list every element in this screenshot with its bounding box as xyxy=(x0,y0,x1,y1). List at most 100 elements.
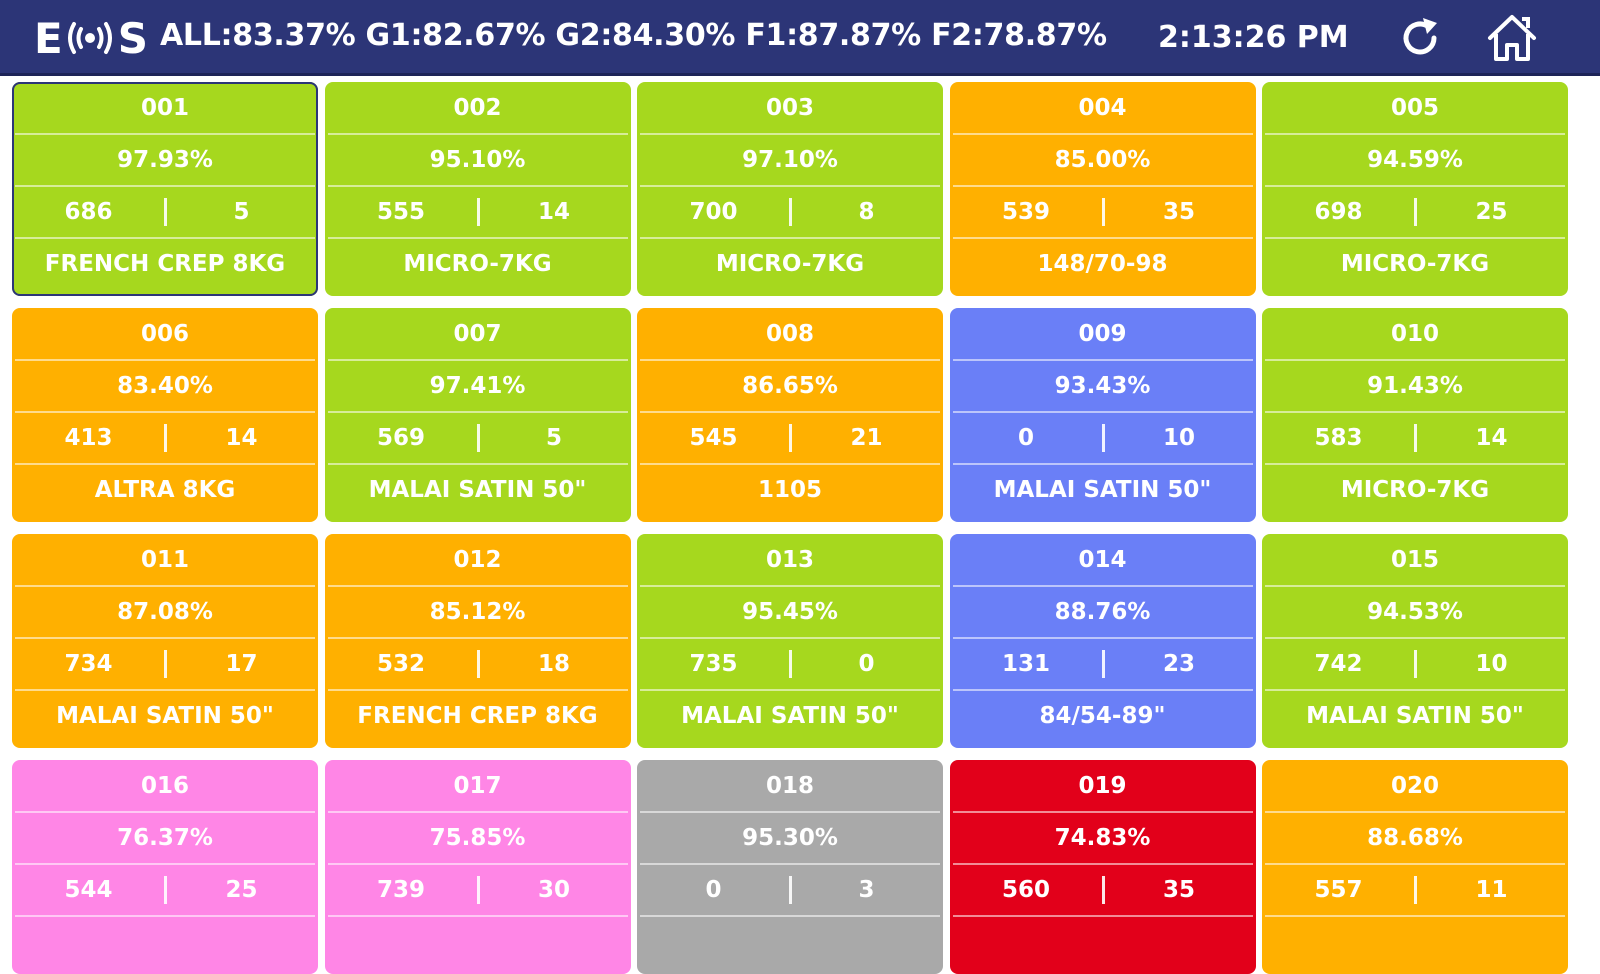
machine-product: MALAI SATIN 50" xyxy=(1306,703,1524,729)
count-separator xyxy=(1101,198,1105,226)
divider xyxy=(327,463,628,465)
machine-efficiency: 86.65% xyxy=(742,373,838,399)
machine-card-019[interactable]: 019 74.83% 560 35 xyxy=(949,760,1256,974)
machine-product xyxy=(12,916,318,968)
right-count: 35 xyxy=(1162,199,1195,225)
count-separator xyxy=(1101,876,1105,904)
machine-card-017[interactable]: 017 75.85% 739 30 xyxy=(324,760,631,974)
machine-card-010[interactable]: 010 91.43% 583 14 MICRO-7KG xyxy=(1262,308,1568,522)
divider xyxy=(327,359,628,361)
right-count: 3 xyxy=(858,877,875,903)
machine-id: 005 xyxy=(1390,95,1439,121)
divider xyxy=(15,863,315,865)
right-count: 23 xyxy=(1162,651,1195,677)
count-separator xyxy=(164,424,167,452)
machine-efficiency: 95.30% xyxy=(742,825,838,851)
divider xyxy=(952,133,1253,135)
machine-card-009[interactable]: 009 93.43% 0 10 MALAI SATIN 50" xyxy=(949,308,1256,522)
divider xyxy=(640,359,940,361)
count-separator xyxy=(476,424,480,452)
divider xyxy=(952,863,1253,865)
machine-card-002[interactable]: 002 95.10% 555 14 MICRO-7KG xyxy=(324,82,631,296)
divider xyxy=(15,585,315,587)
machine-product: 148/70-98 xyxy=(1037,251,1168,277)
machine-product: ALTRA 8KG xyxy=(94,477,236,503)
count-separator xyxy=(476,650,480,678)
divider xyxy=(327,411,628,413)
machine-efficiency: 97.93% xyxy=(117,147,213,173)
machine-product: 1105 xyxy=(757,477,822,503)
divider xyxy=(327,237,628,239)
refresh-button[interactable] xyxy=(1394,12,1446,64)
machine-card-003[interactable]: 003 97.10% 700 8 MICRO-7KG xyxy=(637,82,943,296)
machine-card-012[interactable]: 012 85.12% 532 18 FRENCH CREP 8KG xyxy=(324,534,631,748)
divider xyxy=(640,237,940,239)
divider xyxy=(640,133,940,135)
machine-card-014[interactable]: 014 88.76% 131 23 84/54-89" xyxy=(949,534,1256,748)
right-count: 5 xyxy=(545,425,562,451)
machine-id: 006 xyxy=(140,321,189,347)
left-count: 0 xyxy=(1017,425,1034,451)
machine-card-016[interactable]: 016 76.37% 544 25 xyxy=(12,760,318,974)
refresh-icon xyxy=(1403,18,1437,55)
machine-card-007[interactable]: 007 97.41% 569 5 MALAI SATIN 50" xyxy=(324,308,631,522)
machine-id: 004 xyxy=(1078,95,1127,121)
right-count: 0 xyxy=(858,651,875,677)
left-count: 700 xyxy=(689,199,738,225)
machine-counts: 734 17 xyxy=(12,638,318,690)
machine-counts: 532 18 xyxy=(325,638,631,690)
right-count: 25 xyxy=(1475,199,1508,225)
divider xyxy=(640,185,940,187)
divider xyxy=(952,411,1253,413)
right-count: 14 xyxy=(537,199,570,225)
right-count: 17 xyxy=(225,651,258,677)
divider xyxy=(327,185,628,187)
machine-id: 009 xyxy=(1078,321,1127,347)
machine-card-015[interactable]: 015 94.53% 742 10 MALAI SATIN 50" xyxy=(1262,534,1568,748)
machine-product: MALAI SATIN 50" xyxy=(993,477,1212,503)
current-time: 2:13:26 PM xyxy=(1158,20,1349,55)
right-count: 10 xyxy=(1162,425,1195,451)
divider xyxy=(952,689,1253,691)
count-separator xyxy=(789,424,792,452)
machine-card-018[interactable]: 018 95.30% 0 3 xyxy=(637,760,943,974)
machine-efficiency: 75.85% xyxy=(429,825,526,851)
right-count: 8 xyxy=(858,199,875,225)
machine-card-006[interactable]: 006 83.40% 413 14 ALTRA 8KG xyxy=(12,308,318,522)
machine-card-005[interactable]: 005 94.59% 698 25 MICRO-7KG xyxy=(1262,82,1568,296)
machine-card-001[interactable]: 001 97.93% 686 5 FRENCH CREP 8KG xyxy=(12,82,318,296)
left-count: 413 xyxy=(64,425,113,451)
machine-id: 007 xyxy=(453,321,502,347)
machine-card-013[interactable]: 013 95.45% 735 0 MALAI SATIN 50" xyxy=(637,534,943,748)
machine-counts: 539 35 xyxy=(950,186,1256,238)
efficiency-summary: ALL:83.37% G1:82.67% G2:84.30% F1:87.87%… xyxy=(160,18,1107,53)
divider xyxy=(327,811,628,813)
machine-efficiency: 85.00% xyxy=(1054,147,1151,173)
count-separator xyxy=(476,876,480,904)
home-button[interactable] xyxy=(1484,10,1540,66)
count-separator xyxy=(164,650,167,678)
right-count: 10 xyxy=(1475,651,1508,677)
machine-efficiency: 76.37% xyxy=(117,825,213,851)
machine-efficiency: 97.10% xyxy=(742,147,838,173)
home-icon xyxy=(1488,15,1536,61)
machine-card-008[interactable]: 008 86.65% 545 21 1105 xyxy=(637,308,943,522)
divider xyxy=(327,689,628,691)
machine-counts: 544 25 xyxy=(12,864,318,916)
divider xyxy=(952,637,1253,639)
machine-efficiency: 83.40% xyxy=(117,373,213,399)
machine-efficiency: 88.68% xyxy=(1367,825,1463,851)
machine-product: 84/54-89" xyxy=(1039,703,1166,729)
machine-id: 002 xyxy=(453,95,502,121)
machine-efficiency: 88.76% xyxy=(1054,599,1151,625)
divider xyxy=(15,463,315,465)
machine-card-004[interactable]: 004 85.00% 539 35 148/70-98 xyxy=(949,82,1256,296)
right-count: 35 xyxy=(1162,877,1195,903)
machine-id: 001 xyxy=(140,95,189,121)
machine-card-020[interactable]: 020 88.68% 557 11 xyxy=(1262,760,1568,974)
right-count: 21 xyxy=(850,425,883,451)
machine-card-011[interactable]: 011 87.08% 734 17 MALAI SATIN 50" xyxy=(12,534,318,748)
divider xyxy=(1265,185,1565,187)
machine-efficiency: 94.59% xyxy=(1367,147,1463,173)
machine-counts: 735 0 xyxy=(637,638,943,690)
